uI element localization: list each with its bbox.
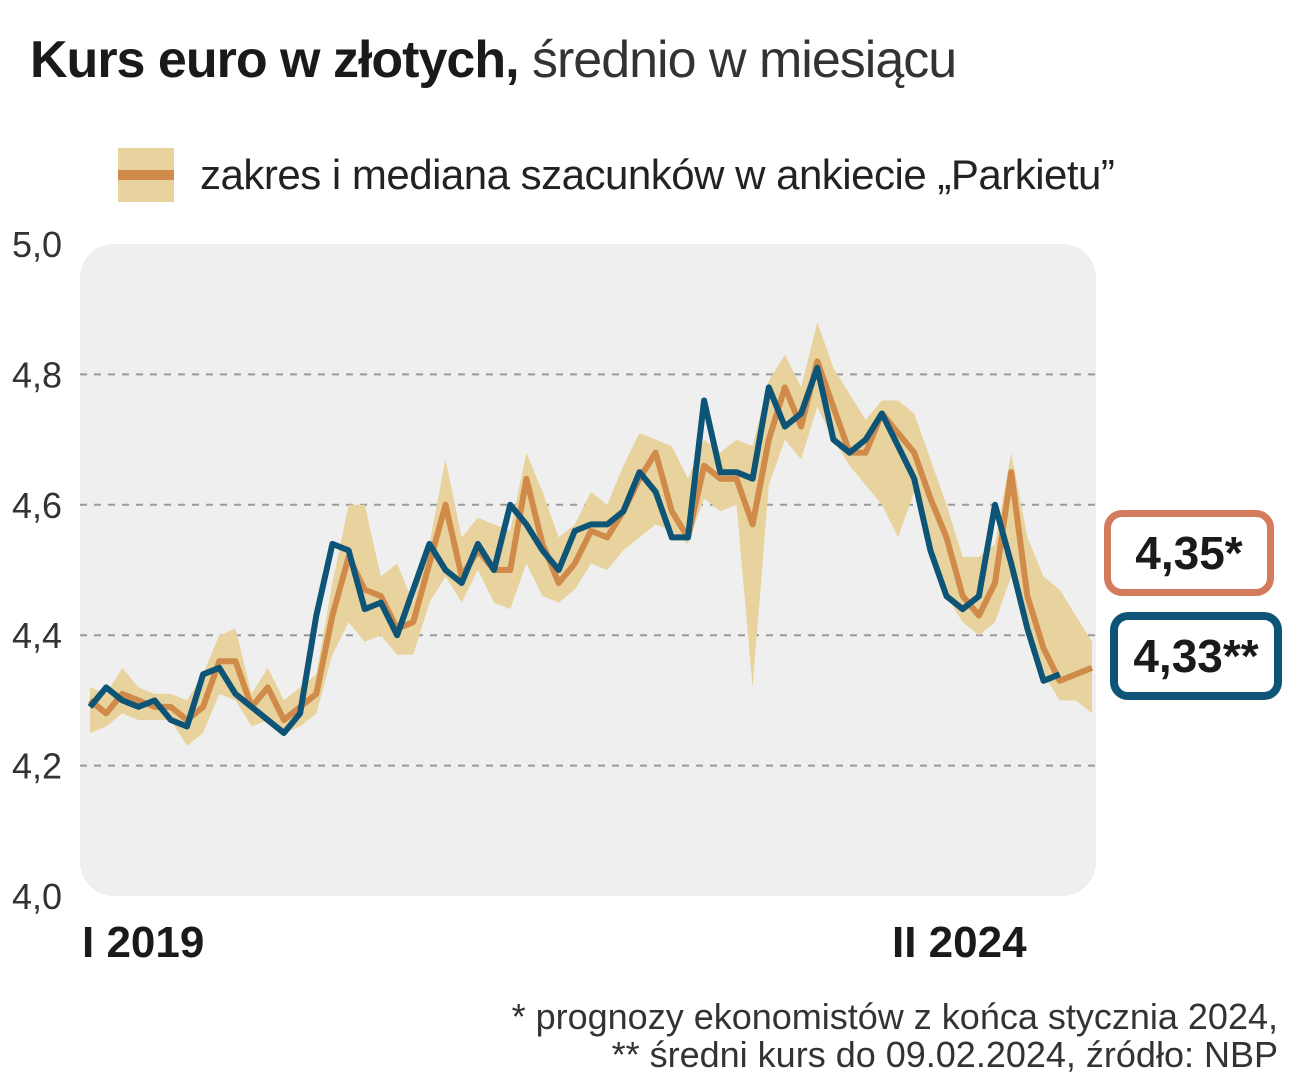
median-line bbox=[88, 358, 1094, 723]
legend-label: zakres i mediana szacunków w ankiecie „P… bbox=[200, 151, 1115, 198]
y-tick-label: 4,2 bbox=[12, 746, 62, 787]
x-label-end: II 2024 bbox=[892, 918, 1027, 967]
y-tick-label: 4,4 bbox=[12, 615, 62, 656]
actual-value-badge: 4,33** bbox=[1110, 612, 1282, 700]
legend-swatch-icon bbox=[118, 148, 174, 202]
chart-title: Kurs euro w złotych, średnio w miesiącu bbox=[30, 30, 957, 90]
title-bold: Kurs euro w złotych, bbox=[30, 31, 520, 89]
y-tick-label: 5,0 bbox=[12, 224, 62, 265]
actual-rate-line bbox=[87, 364, 1061, 736]
x-label-start: I 2019 bbox=[82, 918, 205, 967]
legend: zakres i mediana szacunków w ankiecie „P… bbox=[118, 148, 1115, 202]
y-tick-label: 4,0 bbox=[12, 876, 62, 917]
forecast-value-badge: 4,35* bbox=[1104, 510, 1274, 596]
y-tick-label: 4,8 bbox=[12, 354, 62, 395]
y-tick-label: 4,6 bbox=[12, 485, 62, 526]
title-light: średnio w miesiącu bbox=[531, 31, 957, 89]
y-tick-labels: 4,0 4,2 4,4 4,6 4,8 5,0 bbox=[12, 224, 62, 917]
footnote-source: ** średni kurs do 09.02.2024, źródło: NB… bbox=[611, 1034, 1278, 1075]
footnote-forecast: * prognozy ekonomistów z końca stycznia … bbox=[511, 996, 1278, 1037]
